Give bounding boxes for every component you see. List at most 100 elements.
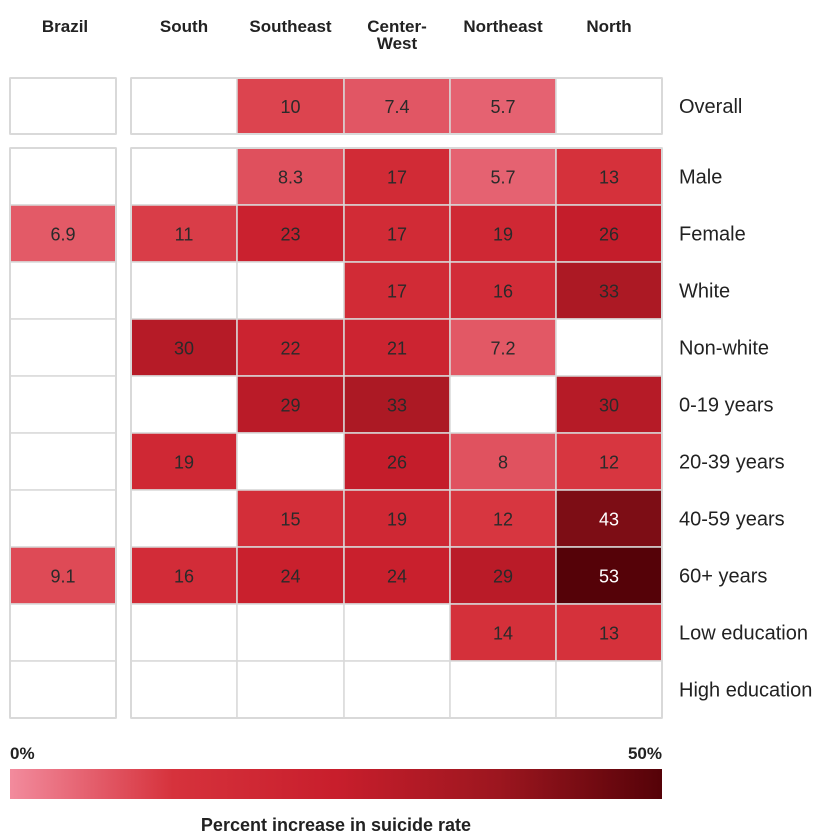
heatmap-cell: [130, 660, 238, 719]
column-header-5: North: [586, 17, 631, 36]
heatmap-cell: [9, 660, 117, 719]
row-label-1: Male: [679, 167, 722, 189]
heatmap-cell: [555, 432, 663, 491]
heatmap-cell: [236, 318, 345, 377]
cell-value-label: 29: [280, 396, 300, 416]
cell-value-label: 8.3: [278, 168, 303, 188]
cell-value-label: 14: [493, 624, 513, 644]
heatmap-cell: [555, 204, 663, 263]
cell-value-label: 26: [599, 225, 619, 245]
cell-value-label: 5.7: [490, 97, 515, 117]
cell-value-label: 19: [387, 510, 407, 530]
panel-borders: [9, 77, 663, 719]
heatmap-cell: [130, 489, 238, 548]
heatmap-cell: [449, 261, 557, 320]
heatmap-cell: [449, 603, 557, 662]
cell-value-label: 19: [493, 225, 513, 245]
heatmap-cell: [449, 660, 557, 719]
legend-gradient-bar: [10, 769, 662, 799]
heatmap-cell: [555, 603, 663, 662]
row-label-5: 0-19 years: [679, 395, 774, 417]
heatmap-cell: [130, 204, 238, 263]
heatmap-cell: [9, 318, 117, 377]
column-header-2: Southeast: [249, 17, 332, 36]
cell-value-label: 24: [280, 567, 300, 587]
column-header-1: South: [160, 17, 208, 36]
row-label-3: White: [679, 281, 730, 303]
heatmap-cell: [9, 204, 117, 263]
cell-value-label: 6.9: [50, 225, 75, 245]
heatmap-cell: [130, 261, 238, 320]
cell-value-label: 43: [599, 510, 619, 530]
heatmap-cell: [130, 375, 238, 434]
color-legend: 0% 50% Percent increase in suicide rate: [10, 744, 662, 834]
cell-value-label: 22: [280, 339, 300, 359]
heatmap-cell: [449, 147, 557, 206]
cell-value-label: 26: [387, 453, 407, 473]
cell-value-label: 30: [174, 339, 194, 359]
cell-value-label: 33: [387, 396, 407, 416]
cell-value-label: 9.1: [50, 567, 75, 587]
heatmap-cell: [555, 489, 663, 548]
cell-value-label: 23: [280, 225, 300, 245]
heatmap-cell: [343, 261, 451, 320]
cell-value-label: 13: [599, 168, 619, 188]
cell-value-label: 16: [174, 567, 194, 587]
heatmap-cell: [9, 546, 117, 605]
heatmap-cell: [9, 489, 117, 548]
heatmap-cell: [236, 432, 345, 491]
heatmap-cell: [236, 603, 345, 662]
heatmap-cell: [555, 318, 663, 377]
heatmap-cell: [343, 318, 451, 377]
cell-value-label: 10: [280, 97, 300, 117]
panel-border: [9, 147, 117, 719]
cell-value-label: 17: [387, 168, 407, 188]
heatmap-cell: [9, 147, 117, 206]
heatmap-cell: [236, 489, 345, 548]
heatmap-cell: [555, 77, 663, 135]
heatmap-cell: [555, 660, 663, 719]
heatmap-cell: [449, 375, 557, 434]
row-label-9: Low education: [679, 623, 808, 645]
row-label-2: Female: [679, 224, 746, 246]
cell-value-label: 7.2: [490, 339, 515, 359]
cell-value-label: 15: [280, 510, 300, 530]
heatmap-cell: [9, 432, 117, 491]
cell-value-label: 19: [174, 453, 194, 473]
cell-value-label: 12: [493, 510, 513, 530]
column-headers: Brazil South Southeast Center-West Northeast…: [42, 17, 632, 53]
heatmap-cell: [555, 546, 663, 605]
cell-value-label: 33: [599, 282, 619, 302]
heatmap-cell: [236, 660, 345, 719]
heatmap-cell: [236, 261, 345, 320]
legend-max-label: 50%: [628, 744, 662, 763]
cell-value-label: 7.4: [384, 97, 409, 117]
heatmap-cell: [130, 603, 238, 662]
cell-value-label: 29: [493, 567, 513, 587]
heatmap-cell: [343, 603, 451, 662]
heatmap-cell: [343, 489, 451, 548]
heatmap-cell: [343, 432, 451, 491]
column-header-0: Brazil: [42, 17, 88, 36]
cell-value-label: 12: [599, 453, 619, 473]
heatmap-cell: [9, 375, 117, 434]
column-header-4: Northeast: [463, 17, 543, 36]
heatmap-cell: [449, 204, 557, 263]
row-label-0: Overall: [679, 96, 742, 118]
heatmap-cell: [9, 261, 117, 320]
panel-border: [9, 77, 117, 135]
heatmap-cell: [236, 546, 345, 605]
cell-value-label: 17: [387, 282, 407, 302]
heatmap-cell: [9, 603, 117, 662]
row-label-7: 40-59 years: [679, 509, 785, 531]
column-header-3-line-1: West: [377, 34, 418, 53]
row-label-8: 60+ years: [679, 566, 767, 588]
cell-value-label: 8: [498, 453, 508, 473]
cell-value-label: 30: [599, 396, 619, 416]
column-header-3-line-0: Center-: [367, 17, 427, 36]
heatmap-cell: [130, 77, 238, 135]
cell-value-label: 5.7: [490, 168, 515, 188]
heatmap-cell: [9, 77, 117, 135]
cell-value-label: 17: [387, 225, 407, 245]
